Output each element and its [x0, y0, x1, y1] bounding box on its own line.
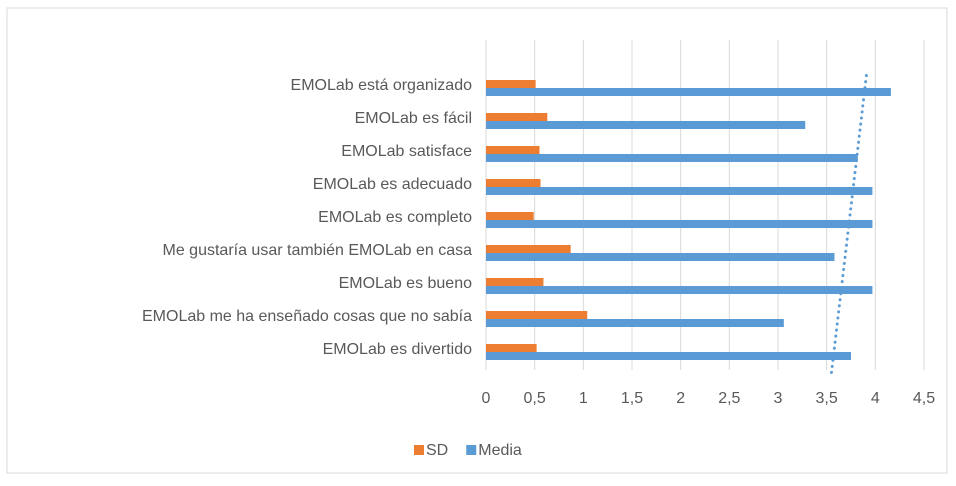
- legend-swatch: [414, 445, 424, 455]
- y-tick-label: Me gustaría usar también EMOLab en casa: [163, 242, 473, 259]
- y-tick-label: EMOLab es fácil: [355, 110, 472, 127]
- bar: [486, 319, 784, 327]
- bar: [486, 212, 534, 220]
- legend-label: SD: [426, 442, 448, 459]
- x-tick-label: 4,5: [913, 390, 935, 407]
- x-tick-label: 0: [482, 390, 491, 407]
- legend-label: Media: [478, 442, 522, 459]
- y-tick-label: EMOLab es adecuado: [313, 176, 472, 193]
- y-tick-label: EMOLab es divertido: [323, 341, 473, 358]
- x-tick-label: 2: [676, 390, 685, 407]
- x-tick-label: 3: [774, 390, 783, 407]
- bar: [486, 352, 851, 360]
- x-tick-label: 1: [579, 390, 588, 407]
- bar: [486, 88, 891, 96]
- bar: [486, 344, 537, 352]
- bar: [486, 121, 806, 129]
- bar: [486, 311, 588, 319]
- bar: [486, 80, 536, 88]
- bar: [486, 146, 540, 154]
- chart-border: [6, 7, 948, 474]
- y-tick-label: EMOLab es bueno: [339, 275, 473, 292]
- x-tick-label: 4: [871, 390, 880, 407]
- bar: [486, 220, 873, 228]
- bar: [486, 179, 541, 187]
- x-tick-label: 2,5: [718, 390, 740, 407]
- bar: [486, 278, 544, 286]
- bar: [486, 154, 858, 162]
- bar: [486, 245, 571, 253]
- x-tick-label: 1,5: [621, 390, 643, 407]
- bar: [486, 187, 873, 195]
- bar: [486, 113, 548, 121]
- x-tick-label: 0,5: [524, 390, 546, 407]
- legend-swatch: [466, 445, 477, 455]
- y-tick-label: EMOLab me ha enseñado cosas que no sabía: [142, 308, 472, 325]
- trendline: [829, 74, 868, 374]
- y-tick-label: EMOLab está organizado: [291, 77, 473, 94]
- bar: [486, 253, 835, 261]
- x-tick-label: 3,5: [816, 390, 838, 407]
- y-tick-label: EMOLab satisface: [341, 143, 472, 160]
- y-tick-label: EMOLab es completo: [318, 209, 472, 226]
- bar: [486, 286, 873, 294]
